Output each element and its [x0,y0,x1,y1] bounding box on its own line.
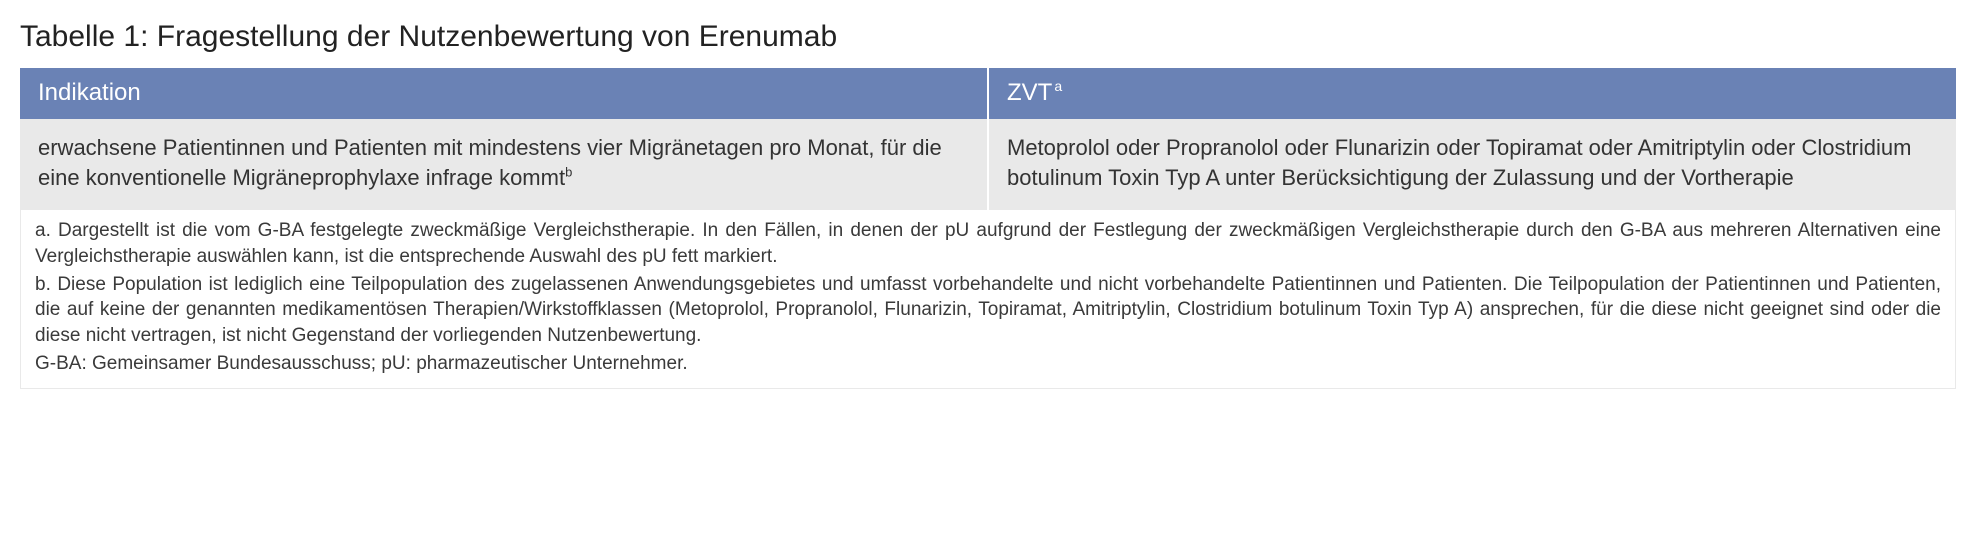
footnotes: a. Dargestellt ist die vom G-BA festgele… [20,210,1956,389]
cell-zvt-text: Metoprolol oder Propranolol oder Flunari… [1007,135,1911,190]
cell-indikation-sup: b [565,164,572,179]
assessment-table: Indikation ZVTa erwachsene Patientinnen … [20,68,1956,210]
col-header-zvt: ZVTa [988,68,1956,119]
col-header-zvt-sup: a [1054,78,1062,94]
footnote-a: a. Dargestellt ist die vom G-BA festgele… [35,218,1941,269]
footnote-b: b. Diese Population ist lediglich eine T… [35,272,1941,349]
cell-indikation-text: erwachsene Patientinnen und Patienten mi… [38,135,942,190]
table-row: erwachsene Patientinnen und Patienten mi… [20,119,1956,210]
col-header-zvt-label: ZVT [1007,79,1052,106]
footnote-abbr: G-BA: Gemeinsamer Bundesausschuss; pU: p… [35,351,1941,377]
table-title: Tabelle 1: Fragestellung der Nutzenbewer… [20,20,1956,54]
cell-zvt: Metoprolol oder Propranolol oder Flunari… [988,119,1956,210]
col-header-indikation-label: Indikation [38,79,141,106]
col-header-indikation: Indikation [20,68,988,119]
cell-indikation: erwachsene Patientinnen und Patienten mi… [20,119,988,210]
